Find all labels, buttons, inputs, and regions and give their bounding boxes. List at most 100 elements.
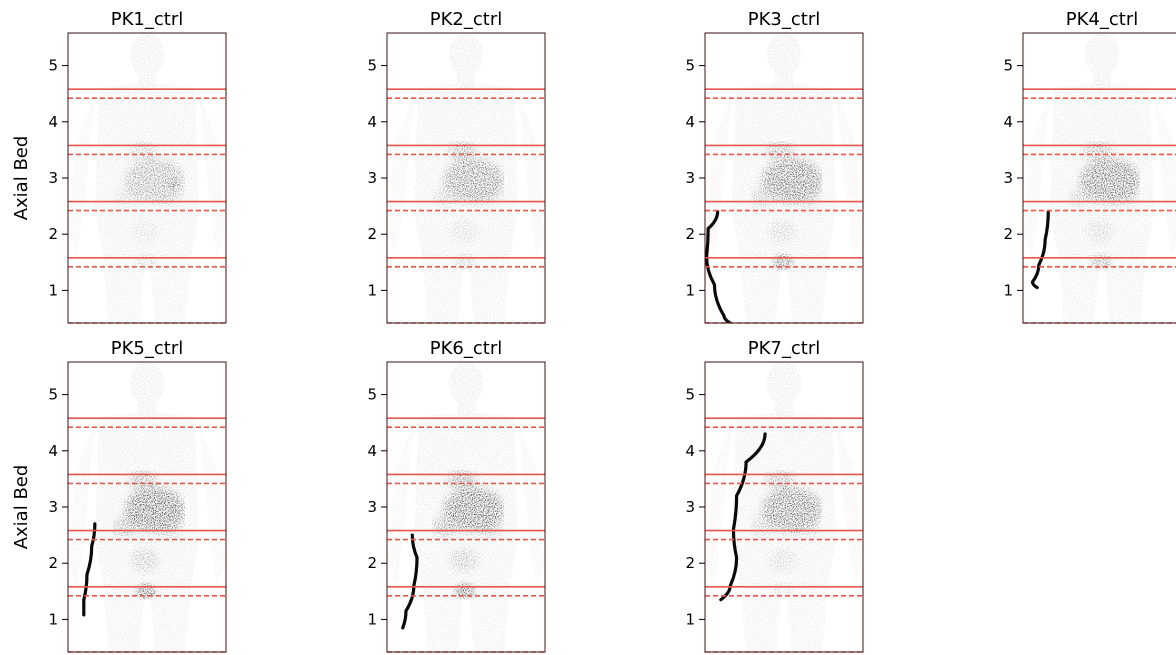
y-axis: 1 2 3 4 5 xyxy=(48,386,68,628)
left-arm xyxy=(706,422,732,586)
pet-image xyxy=(388,362,544,652)
right-kidney-uptake xyxy=(478,516,502,537)
subplot-6: 1 2 3 4 5 PK6_ctrl xyxy=(367,338,546,653)
head xyxy=(767,33,801,77)
right-arm xyxy=(836,422,862,586)
bed-boundary-lines xyxy=(705,88,863,324)
y-tick-label: 2 xyxy=(367,225,377,243)
organ-sharp xyxy=(455,254,475,271)
left-kidney-uptake xyxy=(750,516,774,537)
y-axis-label: Axial Bed xyxy=(11,136,32,221)
organ-uptake xyxy=(432,141,504,271)
y-tick-label: 1 xyxy=(1003,281,1013,299)
left-arm xyxy=(69,422,95,586)
bladder-uptake xyxy=(455,583,475,600)
y-axis: 1 2 3 4 5 xyxy=(685,386,705,628)
y-tick-label: 1 xyxy=(685,281,695,299)
y-tick-label: 4 xyxy=(1003,113,1013,131)
left-leg xyxy=(1058,253,1100,323)
bladder-uptake xyxy=(136,254,156,271)
left-leg xyxy=(422,582,464,652)
right-leg xyxy=(468,253,510,323)
right-arm xyxy=(1154,93,1176,257)
left-arm xyxy=(706,93,732,257)
left-leg xyxy=(103,582,145,652)
y-tick-label: 2 xyxy=(48,225,58,243)
subplot-title: PK2_ctrl xyxy=(430,9,502,30)
subplot-title: PK4_ctrl xyxy=(1066,9,1138,30)
y-tick-label: 3 xyxy=(1003,169,1013,187)
subplot-1: 1 2 3 4 5 PK1_ctrl Axial Bed xyxy=(11,9,227,324)
right-leg xyxy=(786,582,828,652)
right-arm xyxy=(199,422,225,586)
y-axis: 1 2 3 4 5 xyxy=(48,57,68,299)
pet-image xyxy=(705,33,862,323)
head xyxy=(449,33,483,77)
right-kidney-uptake xyxy=(159,187,183,208)
body-silhouette xyxy=(706,362,862,652)
y-axis: 1 2 3 4 5 xyxy=(1003,57,1023,299)
heart-uptake xyxy=(129,141,157,162)
y-tick-label: 1 xyxy=(685,610,695,628)
right-arm xyxy=(518,422,544,586)
pelvis-uptake xyxy=(450,548,478,573)
y-tick-label: 3 xyxy=(685,498,695,516)
heart-uptake xyxy=(766,470,794,491)
pet-image xyxy=(69,362,225,652)
left-kidney-uptake xyxy=(1068,187,1092,208)
left-leg xyxy=(740,582,782,652)
pelvis-uptake xyxy=(1086,219,1114,244)
subplot-3: 1 2 3 4 5 PK3_ctrl xyxy=(685,9,864,324)
catheter-line xyxy=(705,210,732,323)
bladder-uptake xyxy=(136,583,156,600)
y-tick-label: 5 xyxy=(685,386,695,404)
head xyxy=(130,33,164,77)
subplot-7: 1 2 3 4 5 PK7_ctrl xyxy=(685,338,864,653)
organ-uptake xyxy=(750,470,822,600)
right-leg xyxy=(149,582,191,652)
right-arm xyxy=(518,93,544,257)
y-tick-label: 5 xyxy=(367,57,377,75)
subplot-4: 1 2 3 4 5 PK4_ctrl xyxy=(1003,9,1176,324)
organ-sharp xyxy=(773,583,793,600)
left-kidney-uptake xyxy=(432,187,456,208)
organ-blur xyxy=(432,141,504,244)
y-tick-label: 3 xyxy=(367,498,377,516)
right-arm xyxy=(199,93,225,257)
y-tick-label: 2 xyxy=(685,554,695,572)
subplot-title: PK1_ctrl xyxy=(111,9,183,30)
y-tick-label: 2 xyxy=(367,554,377,572)
y-tick-label: 2 xyxy=(1003,225,1013,243)
catheter-line xyxy=(719,432,767,602)
right-kidney-uptake xyxy=(159,516,183,537)
right-kidney-uptake xyxy=(1114,187,1138,208)
y-tick-label: 4 xyxy=(48,442,58,460)
right-kidney-uptake xyxy=(796,516,820,537)
panel-grid: 1 2 3 4 5 PK1_ctrl Axial Bed 1 2 3 4 5 PK2_ctrl 1 2 3 4 5… xyxy=(11,9,1176,653)
left-kidney-uptake xyxy=(113,187,137,208)
y-tick-label: 4 xyxy=(685,113,695,131)
organ-uptake xyxy=(1068,141,1140,271)
right-leg xyxy=(786,253,828,323)
y-tick-label: 5 xyxy=(1003,57,1013,75)
pelvis-uptake xyxy=(768,219,796,244)
subplot-title: PK7_ctrl xyxy=(748,338,820,359)
left-leg xyxy=(103,253,145,323)
heart-uptake xyxy=(129,470,157,491)
right-kidney-uptake xyxy=(478,187,502,208)
y-tick-label: 1 xyxy=(48,281,58,299)
pet-image xyxy=(706,362,862,652)
y-tick-label: 1 xyxy=(367,281,377,299)
y-tick-label: 4 xyxy=(367,442,377,460)
subplot-2: 1 2 3 4 5 PK2_ctrl xyxy=(367,9,546,324)
organ-uptake xyxy=(750,141,822,271)
catheter-line xyxy=(1030,210,1050,290)
organ-blur xyxy=(750,470,822,573)
pelvis-uptake xyxy=(450,219,478,244)
y-tick-label: 1 xyxy=(48,610,58,628)
organ-blur xyxy=(1068,141,1140,244)
head xyxy=(130,362,164,406)
pelvis-uptake xyxy=(131,219,159,244)
pet-image xyxy=(388,33,544,323)
